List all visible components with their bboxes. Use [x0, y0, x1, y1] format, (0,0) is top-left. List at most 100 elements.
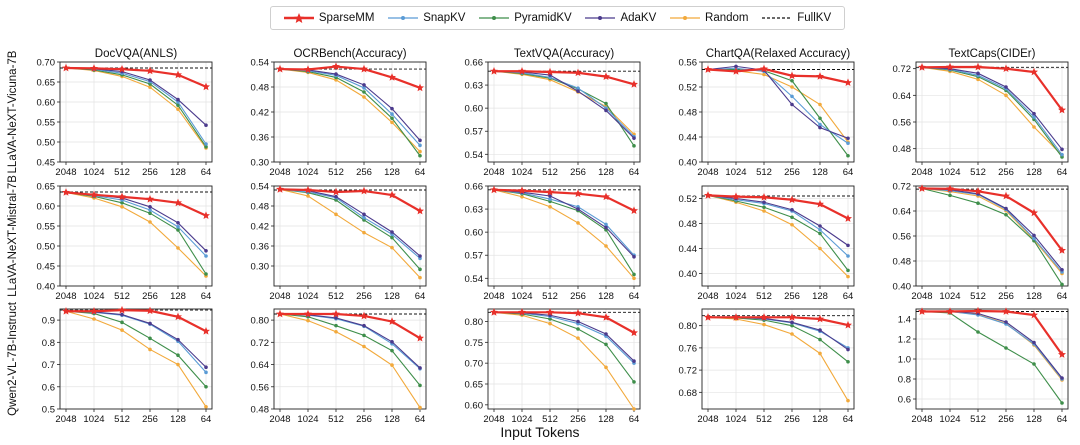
- series-line-adakv: [493, 189, 635, 258]
- x-tick-label: 128: [598, 291, 614, 302]
- point-pyramidkv: [576, 327, 580, 331]
- point-pyramidkv: [120, 201, 124, 205]
- y-tick-label: 0.54: [465, 150, 484, 161]
- point-snapkv: [1032, 115, 1036, 119]
- point-sparsemm: [388, 190, 396, 199]
- panel-r2-c3: 0.80 0.76 0.72 0.68 2048 1024 512 256 128 64: [679, 308, 855, 425]
- point-sparsemm: [518, 186, 526, 195]
- x-tick-label: 512: [970, 414, 986, 425]
- point-random: [176, 107, 180, 111]
- y-tick-label: 0.48: [679, 108, 698, 119]
- point-sparsemm: [276, 64, 284, 73]
- panel-title: OCRBench(Accuracy): [293, 48, 406, 60]
- series-line-adakv: [65, 67, 207, 126]
- x-tick-label: 512: [542, 291, 558, 302]
- legend-label-adakv: AdaKV: [620, 12, 657, 24]
- y-tick-label: 0.65: [37, 182, 56, 193]
- point-pyramidkv: [976, 330, 980, 334]
- point-snapkv: [1060, 152, 1064, 157]
- point-sparsemm: [416, 206, 424, 215]
- point-sparsemm: [490, 67, 498, 75]
- point-sparsemm: [630, 328, 638, 337]
- point-random: [1004, 93, 1008, 98]
- x-tick-label: 2048: [55, 167, 76, 178]
- x-tick-label: 2048: [483, 167, 504, 178]
- x-tick-label: 2048: [269, 291, 290, 302]
- point-adakv: [418, 138, 422, 143]
- plot-frame: [59, 308, 213, 410]
- legend-swatch-fullkv: [762, 17, 793, 19]
- plot-frame: [487, 185, 641, 287]
- point-adakv: [120, 312, 124, 317]
- y-tick-label: 0.42: [251, 222, 270, 233]
- y-tick-label: 0.76: [679, 343, 698, 354]
- y-tick-label: 0.70: [37, 58, 56, 69]
- point-snapkv: [846, 141, 850, 146]
- point-snapkv: [418, 143, 422, 148]
- point-sparsemm: [760, 64, 768, 73]
- point-random: [148, 85, 152, 89]
- point-sparsemm: [174, 70, 182, 79]
- series-line-pyramidkv: [65, 310, 207, 388]
- legend-swatch-sparsemm: [283, 13, 314, 23]
- point-sparsemm: [788, 195, 796, 204]
- x-tick-label: 512: [756, 167, 772, 178]
- x-tick-label: 512: [970, 167, 986, 178]
- point-pyramidkv: [632, 144, 636, 148]
- point-sparsemm: [946, 184, 954, 193]
- series-line-random: [921, 187, 1063, 274]
- point-snapkv: [604, 222, 608, 227]
- x-tick-label: 128: [598, 167, 614, 178]
- series-line-sparsemm: [707, 67, 849, 84]
- point-sparsemm: [118, 192, 126, 201]
- point-adakv: [632, 136, 636, 140]
- point-sparsemm: [704, 313, 712, 321]
- point-random: [306, 318, 310, 323]
- x-tick-label: 256: [356, 414, 372, 425]
- point-pyramidkv: [1032, 362, 1036, 366]
- series-line-snapkv: [708, 316, 849, 349]
- series-line-adakv: [921, 310, 1063, 379]
- point-adakv: [204, 365, 208, 370]
- x-tick-label: 2048: [911, 291, 932, 302]
- y-tick-label: 0.80: [465, 317, 484, 328]
- point-adakv: [846, 136, 850, 141]
- point-adakv: [1032, 111, 1036, 116]
- series-line-random: [921, 310, 1063, 381]
- series-line-adakv: [707, 194, 849, 246]
- point-pyramidkv: [176, 353, 180, 358]
- y-tick-label: 0.40: [679, 158, 698, 169]
- series-line-random: [65, 191, 207, 277]
- x-tick-label: 64: [629, 414, 640, 425]
- legend-item-adakv: AdaKV: [585, 12, 656, 24]
- y-tick-label: 0.65: [37, 78, 56, 89]
- point-sparsemm: [332, 309, 340, 318]
- point-random: [390, 363, 394, 367]
- point-adakv: [362, 212, 366, 217]
- series-line-sparsemm: [65, 191, 207, 217]
- x-tick-label: 64: [201, 291, 212, 302]
- point-adakv: [362, 323, 366, 328]
- x-tick-label: 512: [970, 291, 986, 302]
- point-sparsemm: [732, 67, 740, 75]
- point-adakv: [418, 366, 422, 370]
- point-sparsemm: [602, 313, 610, 321]
- series-line-sparsemm: [708, 316, 849, 327]
- point-random: [334, 78, 338, 82]
- y-tick-label: 0.56: [893, 118, 912, 129]
- point-pyramidkv: [418, 383, 422, 388]
- panel-r1-c2: 0.66 0.63 0.60 0.57 0.54 2048 1024 512 256 128 64: [465, 182, 641, 302]
- series-line-pyramidkv: [921, 187, 1063, 285]
- series-line-random: [279, 313, 421, 408]
- y-tick-label: 0.52: [679, 83, 698, 94]
- series-line-random: [65, 67, 207, 149]
- point-adakv: [548, 194, 552, 198]
- x-tick-label: 1024: [725, 291, 746, 302]
- point-pyramidkv: [204, 384, 208, 389]
- x-tick-label: 512: [114, 414, 130, 425]
- point-adakv: [1004, 206, 1008, 211]
- x-tick-label: 128: [1026, 291, 1042, 302]
- point-snapkv: [148, 208, 152, 212]
- point-adakv: [734, 64, 738, 69]
- point-random: [390, 120, 394, 125]
